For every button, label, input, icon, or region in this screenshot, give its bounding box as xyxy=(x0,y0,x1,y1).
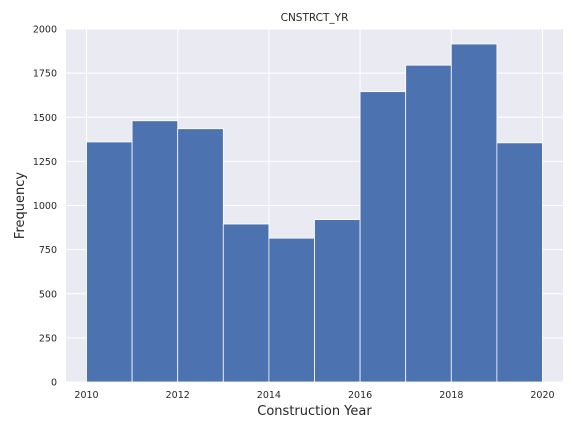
x-tick-label: 2012 xyxy=(166,390,190,401)
histogram-bar xyxy=(496,142,543,383)
y-tick-label: 250 xyxy=(39,333,57,344)
x-tick-label: 2014 xyxy=(257,390,281,401)
y-tick-labels: 0 250 500 750 1000 1250 1500 1750 2000 xyxy=(33,25,57,389)
x-tick-label: 2020 xyxy=(530,390,554,401)
y-tick-label: 1750 xyxy=(33,69,57,80)
y-tick-label: 1250 xyxy=(33,157,57,168)
histogram-bar xyxy=(268,237,315,383)
histogram-bar xyxy=(177,128,224,383)
y-tick-label: 750 xyxy=(39,245,57,256)
x-tick-label: 2010 xyxy=(74,390,98,401)
x-tick-labels: 2010 2012 2014 2016 2018 2020 xyxy=(74,390,554,401)
x-tick-label: 2018 xyxy=(439,390,463,401)
histogram-bar xyxy=(86,141,133,383)
y-tick-label: 1500 xyxy=(33,113,57,124)
y-tick-label: 500 xyxy=(39,289,57,300)
x-tick-label: 2016 xyxy=(348,390,372,401)
histogram-bar xyxy=(359,91,407,383)
y-axis-label: Frequency xyxy=(13,172,28,239)
histogram-bar xyxy=(405,64,452,383)
x-axis-label: Construction Year xyxy=(257,404,372,419)
y-tick-label: 1000 xyxy=(33,201,57,212)
chart-title: CNSTRCT_YR xyxy=(281,12,349,24)
y-tick-label: 0 xyxy=(51,378,57,389)
histogram-bar xyxy=(222,223,270,383)
y-tick-label: 2000 xyxy=(33,25,57,36)
histogram-bar xyxy=(131,120,179,383)
bars xyxy=(86,43,543,383)
histogram-bar xyxy=(450,43,498,383)
histogram-bar xyxy=(314,219,361,383)
